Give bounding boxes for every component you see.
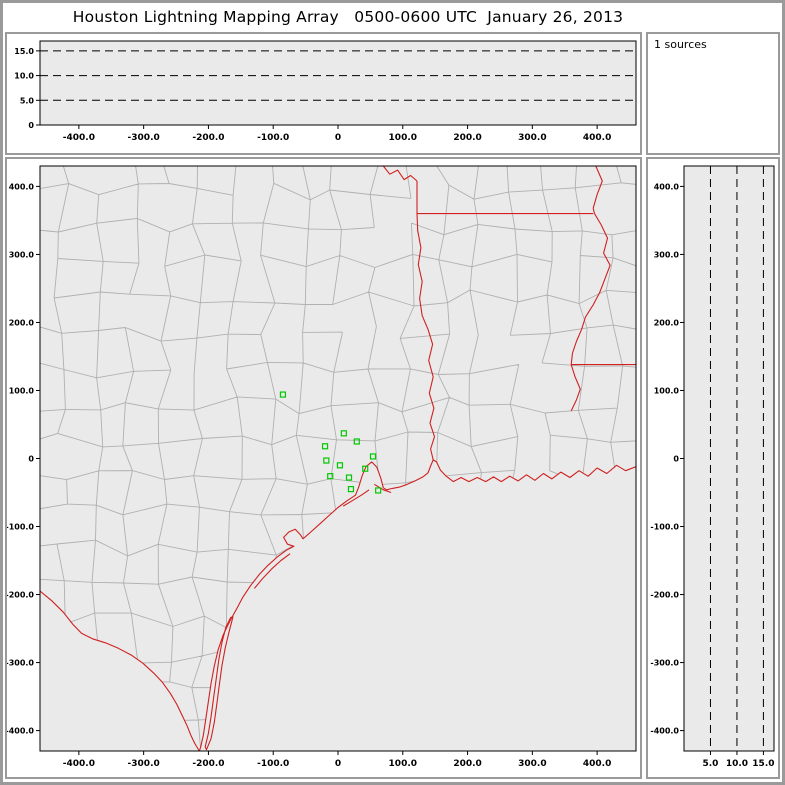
svg-text:15.0: 15.0 xyxy=(752,759,774,769)
svg-text:-400.0: -400.0 xyxy=(63,759,95,769)
svg-text:200.0: 200.0 xyxy=(654,318,680,327)
svg-text:100.0: 100.0 xyxy=(654,386,680,395)
panel-alt-vs-ns: 5.0 10.0 15.0 400.0 300.0 200.0 100.0 0 -100.0 -2… xyxy=(646,157,780,779)
svg-text:300.0: 300.0 xyxy=(518,133,546,143)
svg-text:5.0: 5.0 xyxy=(20,96,35,105)
svg-text:-200.0: -200.0 xyxy=(7,591,34,600)
sources-count-label: 1 sources xyxy=(654,38,707,51)
svg-text:200.0: 200.0 xyxy=(453,759,481,769)
svg-text:-200.0: -200.0 xyxy=(650,591,679,600)
svg-text:10.0: 10.0 xyxy=(14,72,34,81)
svg-text:0: 0 xyxy=(335,133,341,143)
panel-plan-view-map: -400.0 -300.0 -200.0 -100.0 0 100.0 200.0 300.0… xyxy=(5,157,642,779)
svg-text:200.0: 200.0 xyxy=(9,318,35,327)
svg-text:100.0: 100.0 xyxy=(389,133,417,143)
svg-text:10.0: 10.0 xyxy=(726,759,748,769)
svg-text:200.0: 200.0 xyxy=(453,133,481,143)
svg-text:-200.0: -200.0 xyxy=(192,759,224,769)
svg-text:400.0: 400.0 xyxy=(583,133,611,143)
svg-text:5.0: 5.0 xyxy=(702,759,718,769)
alt-vs-ns-plot[interactable]: 5.0 10.0 15.0 400.0 300.0 200.0 100.0 0 -100.0 -2… xyxy=(648,159,778,777)
svg-text:400.0: 400.0 xyxy=(583,759,611,769)
svg-text:300.0: 300.0 xyxy=(654,250,680,259)
svg-text:400.0: 400.0 xyxy=(654,182,680,191)
plan-view-map-plot[interactable]: -400.0 -300.0 -200.0 -100.0 0 100.0 200.0 300.0… xyxy=(7,159,640,777)
svg-text:-300.0: -300.0 xyxy=(7,659,34,668)
svg-text:400.0: 400.0 xyxy=(9,182,35,191)
svg-text:15.0: 15.0 xyxy=(14,47,34,56)
svg-text:0: 0 xyxy=(28,121,34,130)
svg-text:100.0: 100.0 xyxy=(9,386,35,395)
panel-alt-vs-ew: -400.0 -300.0 -200.0 -100.0 0 100.0 200.0 300.0… xyxy=(5,32,642,155)
alt-vs-ew-plot[interactable]: -400.0 -300.0 -200.0 -100.0 0 100.0 200.0 300.0… xyxy=(7,34,640,153)
svg-text:-300.0: -300.0 xyxy=(128,759,160,769)
svg-text:0: 0 xyxy=(673,455,679,464)
svg-text:-400.0: -400.0 xyxy=(7,727,34,736)
svg-text:-300.0: -300.0 xyxy=(650,659,679,668)
page-title: Houston Lightning Mapping Array 0500-060… xyxy=(72,8,624,26)
panel-sources-histogram: 1 sources xyxy=(646,32,780,155)
svg-text:300.0: 300.0 xyxy=(518,759,546,769)
svg-text:0: 0 xyxy=(335,759,341,769)
svg-text:-200.0: -200.0 xyxy=(192,133,224,143)
svg-text:300.0: 300.0 xyxy=(9,250,35,259)
svg-text:0: 0 xyxy=(28,455,34,464)
svg-text:-100.0: -100.0 xyxy=(650,523,679,532)
svg-text:100.0: 100.0 xyxy=(389,759,417,769)
svg-text:-100.0: -100.0 xyxy=(257,759,289,769)
svg-text:-300.0: -300.0 xyxy=(128,133,160,143)
svg-text:-100.0: -100.0 xyxy=(257,133,289,143)
svg-text:-400.0: -400.0 xyxy=(650,727,679,736)
svg-text:-400.0: -400.0 xyxy=(63,133,95,143)
svg-text:-100.0: -100.0 xyxy=(7,523,34,532)
